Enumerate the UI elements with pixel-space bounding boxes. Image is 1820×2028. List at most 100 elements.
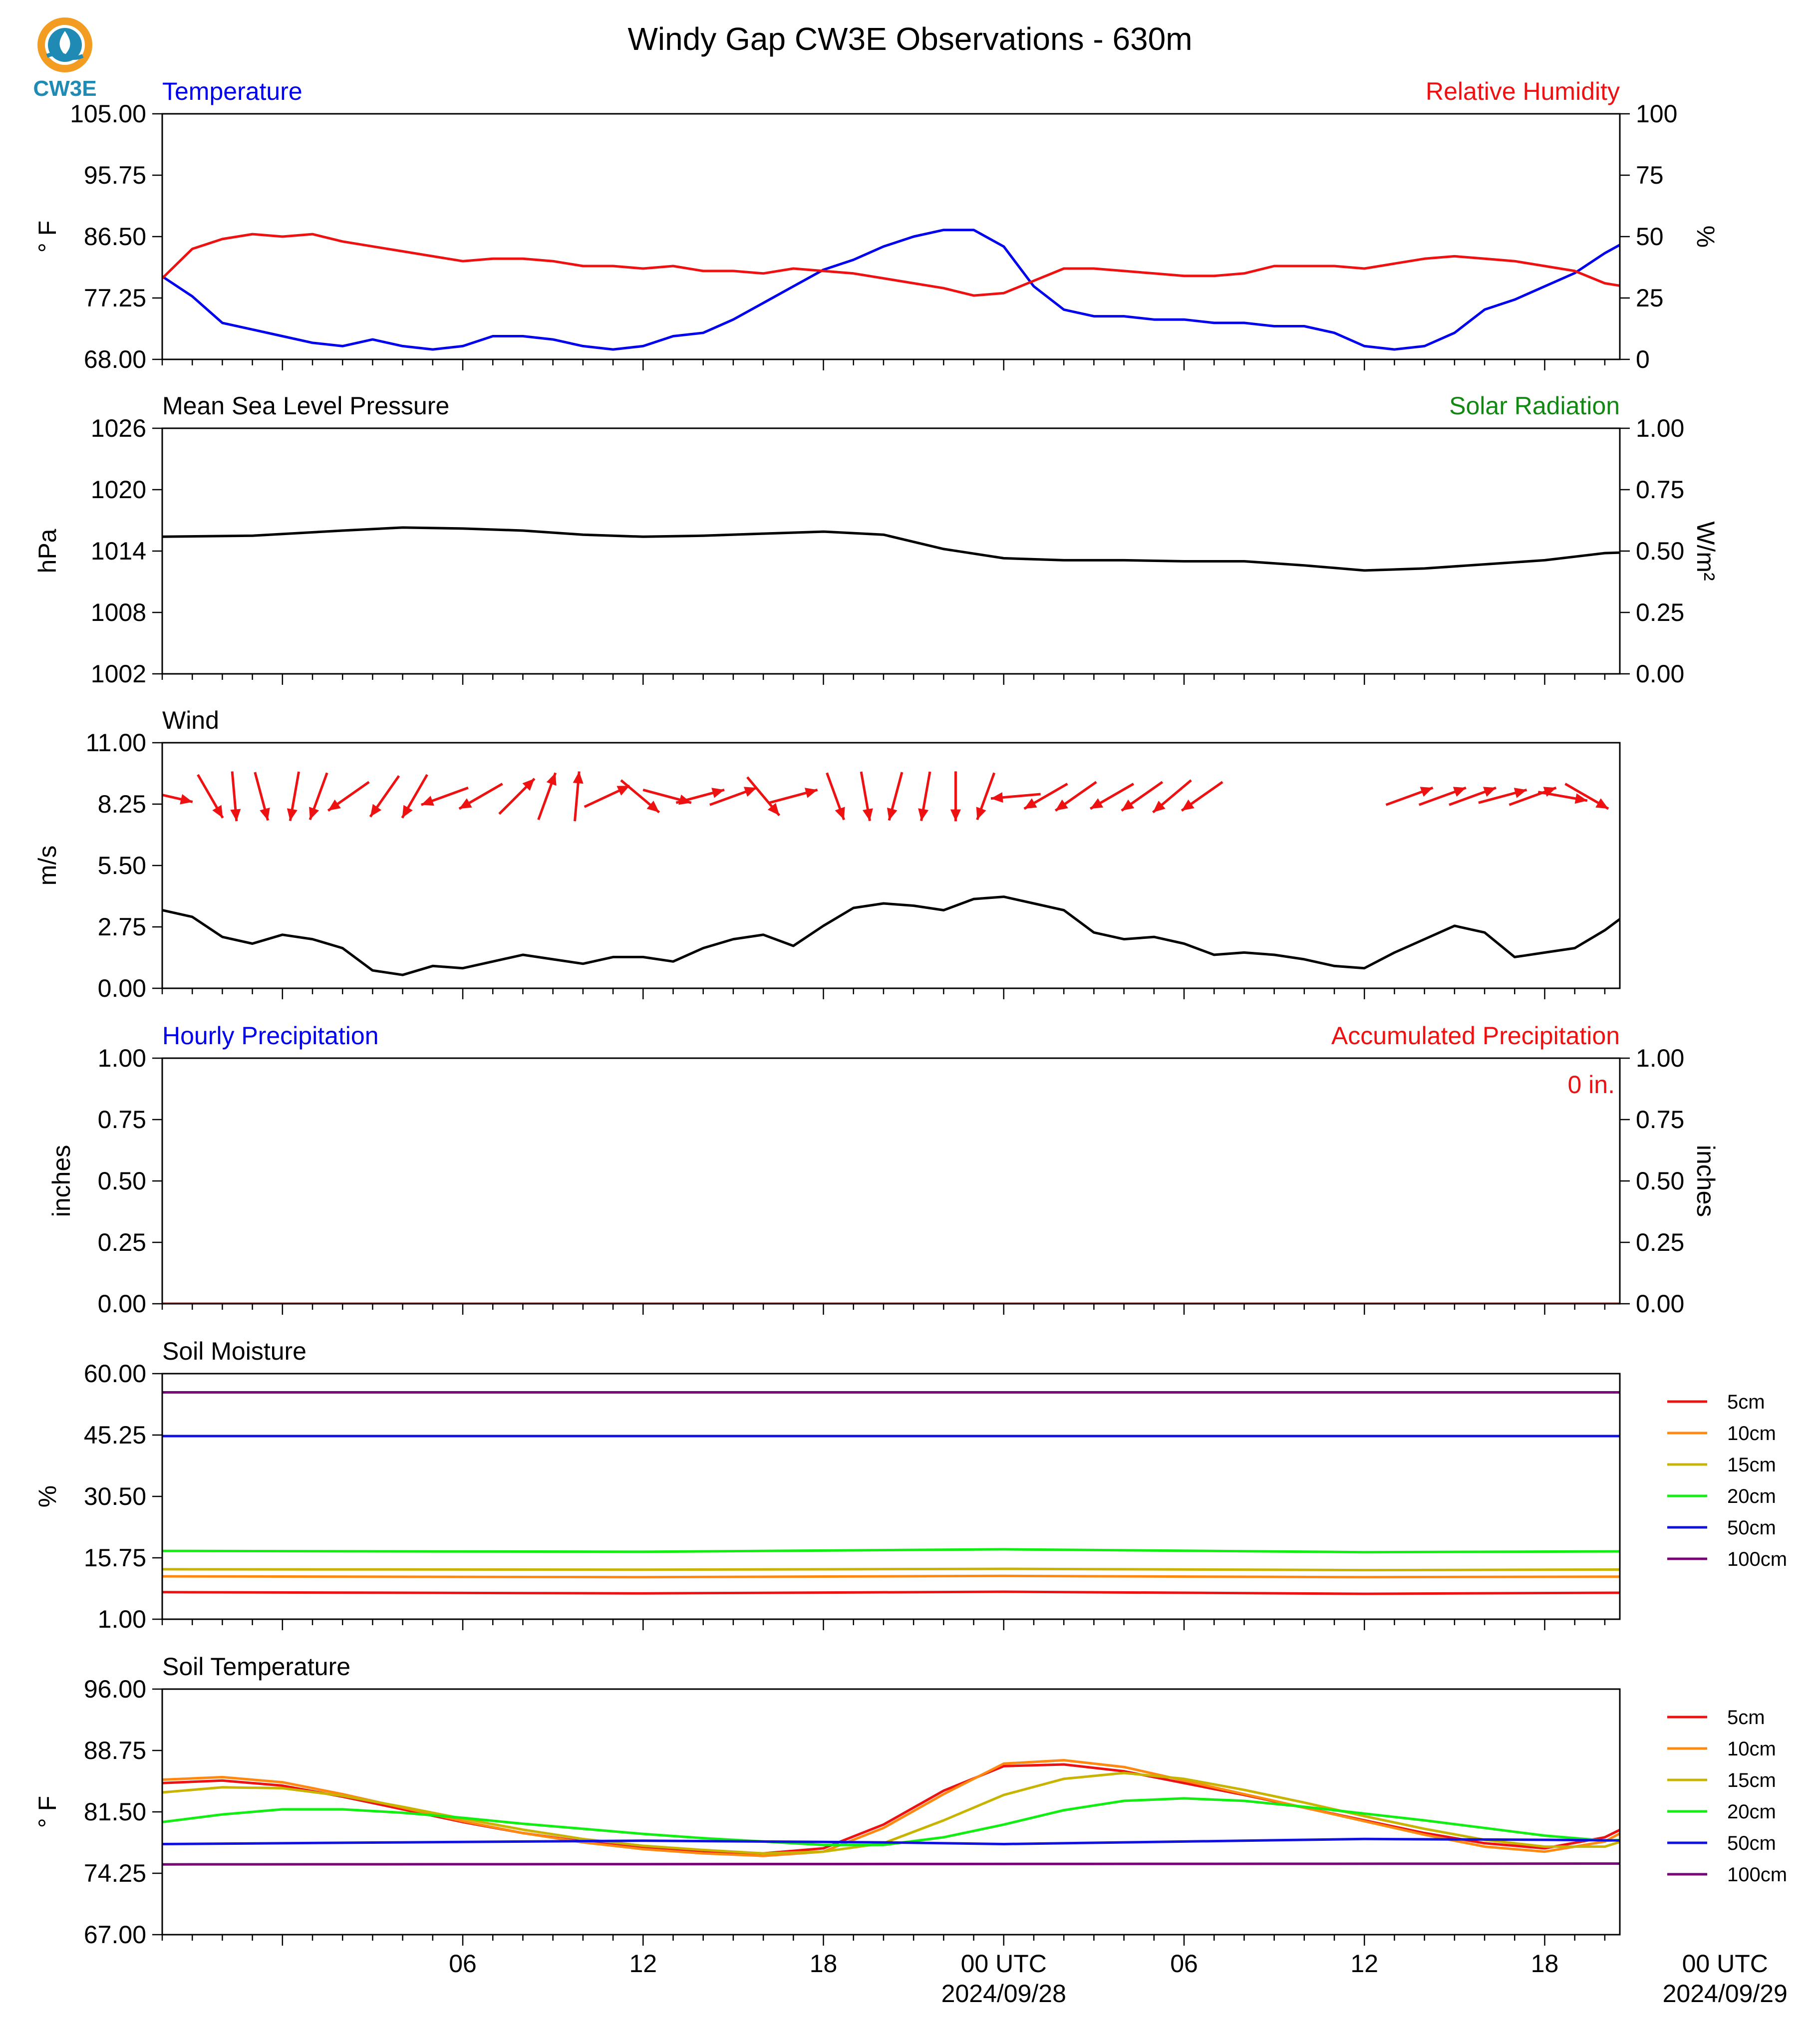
x-tick-label: 12 <box>629 1950 657 1978</box>
logo-drop-icon <box>59 31 70 55</box>
y-right-tick-label: 0.25 <box>1636 598 1684 626</box>
wind-arrow-head <box>260 808 270 821</box>
wind-arrow-head <box>744 787 757 797</box>
series-line-20cm <box>162 1548 1620 1554</box>
y-right-tick-label: 0.75 <box>1636 476 1684 504</box>
panel-frame <box>161 427 1621 675</box>
panel-frame <box>161 742 1621 989</box>
y-axis-label: % <box>33 1485 61 1507</box>
y-tick-label: 95.75 <box>84 161 146 189</box>
panel-temp_rh: 105.00 95.75 86.50 77.25 68.00 100 75 50 25 0 ° F%… <box>33 77 1720 373</box>
wind-arrow-head <box>1121 799 1135 811</box>
series-line-black <box>162 526 1620 572</box>
y-right-tick-label: 0.75 <box>1636 1106 1684 1134</box>
series-line-50cm <box>162 1837 1620 1845</box>
y-tick-label: 68.00 <box>84 345 146 373</box>
wind-arrow-head <box>616 786 630 796</box>
y-tick-label: 0.00 <box>98 1290 146 1318</box>
y-right-tick-label: 0.00 <box>1636 660 1684 688</box>
x-date-label: 2024/09/29 <box>1663 1980 1788 2008</box>
wind-arrow-head <box>991 792 1003 803</box>
panel-soil_moisture: 60.00 45.25 30.50 15.75 1.00% Soil Moisture 5c… <box>33 1337 1787 1633</box>
y-axis-label: hPa <box>33 529 61 573</box>
legend-label: 5cm <box>1727 1391 1765 1413</box>
logo-wave-icon <box>46 52 84 60</box>
legend-label: 15cm <box>1727 1454 1776 1476</box>
series-group <box>162 771 1620 976</box>
wind-arrow-head <box>180 794 193 805</box>
panel-left-title: Soil Moisture <box>162 1337 306 1365</box>
series-line-red <box>162 233 1620 297</box>
series-line-20cm <box>162 1797 1620 1846</box>
y-tick-label: 86.50 <box>84 223 146 251</box>
legend-label: 20cm <box>1727 1801 1776 1823</box>
y-axis-label: m/s <box>33 846 61 886</box>
y-right-tick-label: 0.25 <box>1636 1228 1684 1256</box>
panel-left-title: Hourly Precipitation <box>162 1022 379 1050</box>
legend-label: 100cm <box>1727 1864 1787 1886</box>
wind-arrow-head <box>1574 793 1587 804</box>
wind-arrow-head <box>1595 798 1609 809</box>
panel-soil_temp: 96.00 88.75 81.50 74.25 67.00 ° F Soil Tempera… <box>33 1653 1787 1949</box>
panel-left-title: Temperature <box>162 77 303 105</box>
panel-frame <box>161 113 1621 360</box>
panel-right-title: Accumulated Precipitation <box>1331 1022 1620 1050</box>
legend-label: 50cm <box>1727 1517 1776 1539</box>
wind-arrow-head <box>767 803 780 816</box>
y-right-axis-label: % <box>1692 226 1720 248</box>
y-axis-label: ° F <box>33 221 61 253</box>
wind-arrow-head <box>230 809 241 822</box>
chart-panels: 105.00 95.75 86.50 77.25 68.00 100 75 50 25 0 ° F%… <box>33 77 1788 2008</box>
cw3e-logo: CW3E <box>33 17 97 101</box>
y-tick-label: 81.50 <box>84 1798 146 1826</box>
y-tick-label: 74.25 <box>84 1859 146 1887</box>
legend-label: 100cm <box>1727 1548 1787 1570</box>
wind-arrow-head <box>1483 787 1496 797</box>
y-tick-label: 1.00 <box>98 1044 146 1072</box>
y-tick-label: 2.75 <box>98 913 146 941</box>
series-line-blue <box>162 229 1620 351</box>
y-right-tick-label: 0.50 <box>1636 1167 1684 1195</box>
wind-arrow-head <box>573 771 584 784</box>
y-tick-label: 5.50 <box>98 852 146 879</box>
wind-arrow-head <box>976 807 986 820</box>
y-tick-label: 67.00 <box>84 1921 146 1949</box>
wind-arrow-head <box>1090 798 1104 809</box>
y-tick-label: 15.75 <box>84 1544 146 1572</box>
y-tick-label: 45.25 <box>84 1421 146 1449</box>
wind-arrow-head <box>421 796 434 806</box>
panel-frame <box>161 1057 1621 1305</box>
wind-arrow-head <box>1514 788 1527 798</box>
wind-arrow-head <box>1024 798 1037 809</box>
y-right-axis-label: inches <box>1692 1145 1720 1217</box>
y-right-tick-label: 0.00 <box>1636 1290 1684 1318</box>
wind-arrow-head <box>309 807 319 820</box>
wind-arrow-head <box>1453 787 1466 797</box>
series-line-15cm <box>162 1567 1620 1572</box>
x-tick-label: 18 <box>1531 1950 1559 1978</box>
y-tick-label: 0.00 <box>98 974 146 1002</box>
x-tick-label: 00 UTC <box>961 1950 1047 1978</box>
y-tick-label: 11.00 <box>86 729 146 757</box>
series-line-100cm <box>162 1862 1620 1866</box>
wind-arrow-head <box>711 788 724 798</box>
y-tick-label: 1008 <box>91 598 146 626</box>
y-tick-label: 1002 <box>91 660 146 688</box>
x-date-label: 2024/09/28 <box>941 1980 1066 2008</box>
panel-left-title: Wind <box>162 706 219 734</box>
y-tick-label: 1.00 <box>98 1605 146 1633</box>
wind-arrow-head <box>1055 799 1068 811</box>
y-axis-label: ° F <box>33 1796 61 1828</box>
y-right-tick-label: 0.50 <box>1636 537 1684 565</box>
y-tick-label: 1020 <box>91 476 146 504</box>
legend-label: 15cm <box>1727 1769 1776 1791</box>
panel-wind: 11.00 8.25 5.50 2.75 0.00 m/s Wind <box>33 706 1621 1002</box>
y-tick-label: 8.25 <box>98 790 146 818</box>
legend-label: 50cm <box>1727 1832 1776 1854</box>
x-tick-label: 12 <box>1350 1950 1378 1978</box>
panel-right-title: Solar Radiation <box>1449 392 1620 420</box>
series-line-10cm <box>162 1574 1620 1579</box>
panel-frame <box>161 1688 1621 1936</box>
series-group <box>162 526 1620 572</box>
